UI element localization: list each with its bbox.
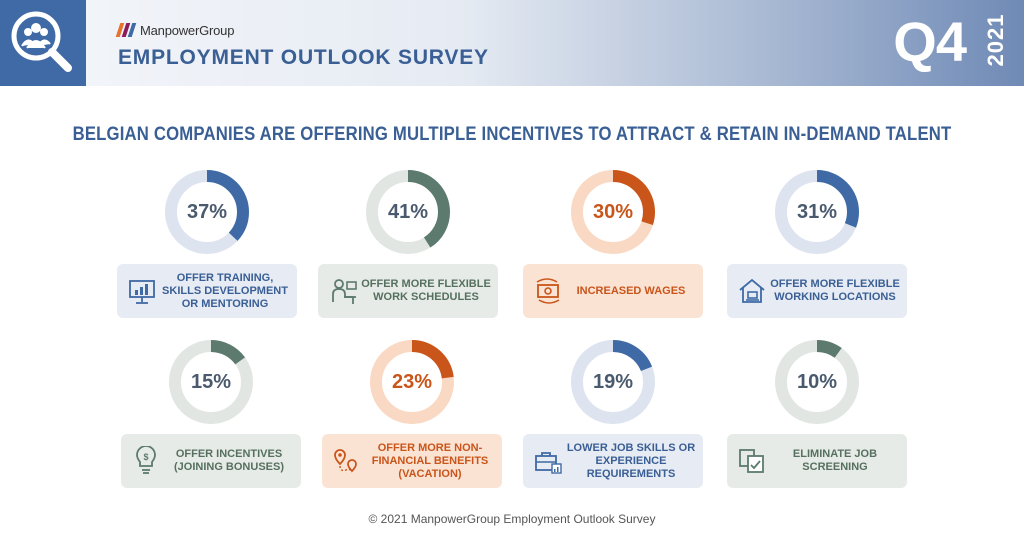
incentive-card: OFFER TRAINING, SKILLS DEVELOPMENT OR ME… (117, 264, 297, 318)
donut-value-arc (775, 170, 859, 254)
incentive-label: OFFER MORE NON-FINANCIAL BENEFITS (VACAT… (371, 441, 489, 480)
percentage-value: 41% (387, 201, 429, 223)
percentage-donut: 30% (571, 170, 655, 254)
incentive-tile: 41% OFFER MORE FLEXIBLE WORK SCHEDULES (318, 170, 498, 320)
desk-worker-icon (332, 279, 357, 304)
incentive-label: OFFER INCENTIVES (JOINING BONUSES) (173, 448, 284, 473)
donut-value-arc (370, 340, 454, 424)
search-people-icon (11, 11, 72, 72)
incentive-label: OFFER MORE FLEXIBLE WORKING LOCATIONS (770, 278, 900, 303)
percentage-value: 10% (796, 371, 838, 393)
percentage-value: 15% (190, 371, 232, 393)
incentive-card: ELIMINATE JOB SCREENING (727, 434, 907, 488)
year-label-box: 2021 (982, 8, 1010, 72)
donut-value-arc (169, 340, 253, 424)
training-monitor-icon (129, 280, 155, 304)
percentage-donut: 41% (366, 170, 450, 254)
donut-value-arc (165, 170, 249, 254)
footer-copyright: © 2021 ManpowerGroup Employment Outlook … (368, 512, 656, 526)
incentive-tile: 31% OFFER MORE FLEXIBLE WORKING LOCATIONS (727, 170, 907, 320)
incentive-tile: 23% OFFER MORE NON-FINANCIAL BENEFITS (VA… (322, 340, 502, 490)
percentage-donut: 23% (370, 340, 454, 424)
incentive-label: ELIMINATE JOB SCREENING (792, 448, 878, 473)
incentive-label: INCREASED WAGES (576, 284, 686, 297)
incentive-card: $ OFFER INCENTIVES (JOINING BONUSES) (121, 434, 301, 488)
incentive-card: INCREASED WAGES (523, 264, 703, 318)
incentive-tile: 10% ELIMINATE JOB SCREENING (727, 340, 907, 490)
donut-value-arc (775, 340, 859, 424)
incentive-tile: 15% $ OFFER INCENTIVES (JOINING BONUSES) (121, 340, 301, 490)
incentive-label: LOWER JOB SKILLS OR EXPERIENCE REQUIREME… (566, 441, 696, 480)
donut-value-arc (571, 340, 655, 424)
percentage-donut: 10% (775, 340, 859, 424)
survey-logo (0, 0, 86, 86)
documents-check-icon (739, 449, 764, 473)
incentive-card: OFFER MORE FLEXIBLE WORKING LOCATIONS (727, 264, 907, 318)
percentage-value: 31% (796, 201, 838, 223)
money-exchange-icon (536, 278, 560, 304)
percentage-value: 30% (592, 201, 634, 223)
brand-name: ManpowerGroup (140, 22, 235, 38)
percentage-donut: 31% (775, 170, 859, 254)
donut-value-arc (366, 170, 450, 254)
incentive-label: OFFER TRAINING, SKILLS DEVELOPMENT OR ME… (162, 271, 288, 310)
percentage-donut: 19% (571, 340, 655, 424)
briefcase-chart-icon (535, 452, 562, 474)
percentage-donut: 37% (165, 170, 249, 254)
percentage-value: 19% (592, 371, 634, 393)
svg-text:$: $ (143, 452, 148, 462)
incentive-label: OFFER MORE FLEXIBLE WORK SCHEDULES (361, 278, 491, 303)
home-office-icon (739, 278, 765, 303)
percentage-value: 23% (391, 371, 433, 393)
map-pin-route-icon (334, 449, 357, 473)
survey-title: EMPLOYMENT OUTLOOK SURVEY (118, 46, 489, 69)
incentive-tile: 19% LOWER JOB SKILLS OR EXPERIENCE REQUIR… (523, 340, 703, 490)
percentage-donut: 15% (169, 340, 253, 424)
quarter-label: Q4 (893, 10, 967, 73)
headline: BELGIAN COMPANIES ARE OFFERING MULTIPLE … (72, 124, 952, 145)
incentive-card: OFFER MORE FLEXIBLE WORK SCHEDULES (318, 264, 498, 318)
donut-value-arc (571, 170, 655, 254)
year-label: 2021 (983, 13, 1008, 67)
bonus-lightbulb-icon: $ (136, 446, 156, 474)
incentive-tile: 30% INCREASED WAGES (523, 170, 703, 320)
header-banner: ManpowerGroup EMPLOYMENT OUTLOOK SURVEY … (0, 0, 1024, 86)
incentive-card: OFFER MORE NON-FINANCIAL BENEFITS (VACAT… (322, 434, 502, 488)
percentage-value: 37% (186, 201, 228, 223)
brand-mark-icon (115, 23, 137, 37)
incentive-tile: 37% OFFER TRAINING, SKILLS DEVELOPMENT OR… (117, 170, 297, 320)
brand-logo: ManpowerGroup (115, 22, 235, 38)
incentive-card: LOWER JOB SKILLS OR EXPERIENCE REQUIREME… (523, 434, 703, 488)
